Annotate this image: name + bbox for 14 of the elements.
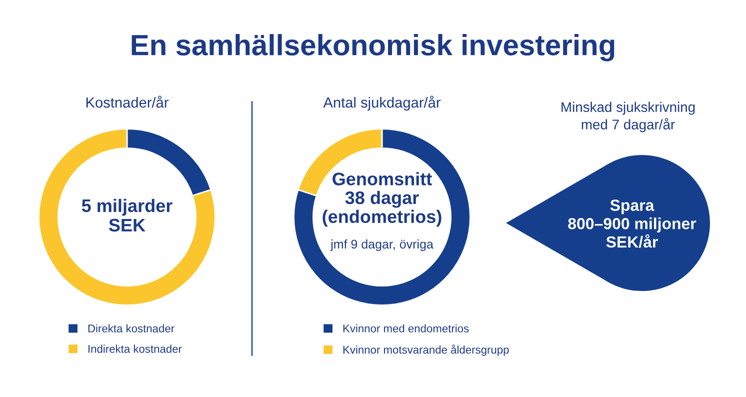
text: Genomsnitt 38 dagar (endometrios): [322, 172, 442, 227]
legend-label: Indirekta kostnader: [88, 344, 182, 353]
text: 5 miljarder SEK: [82, 198, 172, 232]
chart-title: Antal sjukdagar/år: [323, 96, 441, 111]
text: En samhällsekonomisk investering: [132, 34, 614, 62]
text: jmf 9 dagar, övriga: [330, 239, 434, 252]
text: Minskad sjukskrivning med 7 dagar/år: [562, 102, 695, 132]
legend-label: Direkta kostnader: [88, 324, 174, 332]
legend-label: Kvinnor motsvarande åldersgrupp: [343, 344, 509, 356]
chart-title: Kostnader/år: [86, 96, 169, 108]
donut-slice: [293, 128, 471, 306]
donut-slice: [38, 128, 216, 306]
legend-label: Kvinnor med endometrios: [343, 324, 469, 332]
text: Spara 800–900 miljoner SEK/år: [568, 200, 696, 248]
